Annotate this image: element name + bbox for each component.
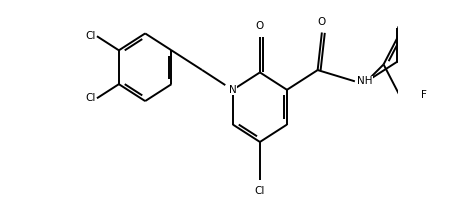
Text: O: O <box>256 21 264 31</box>
Text: NH: NH <box>356 76 372 86</box>
Text: Cl: Cl <box>85 93 95 103</box>
Text: Cl: Cl <box>85 31 95 41</box>
Text: O: O <box>318 17 326 27</box>
Text: N: N <box>229 85 237 95</box>
Text: F: F <box>421 90 427 100</box>
Text: Cl: Cl <box>255 186 265 196</box>
